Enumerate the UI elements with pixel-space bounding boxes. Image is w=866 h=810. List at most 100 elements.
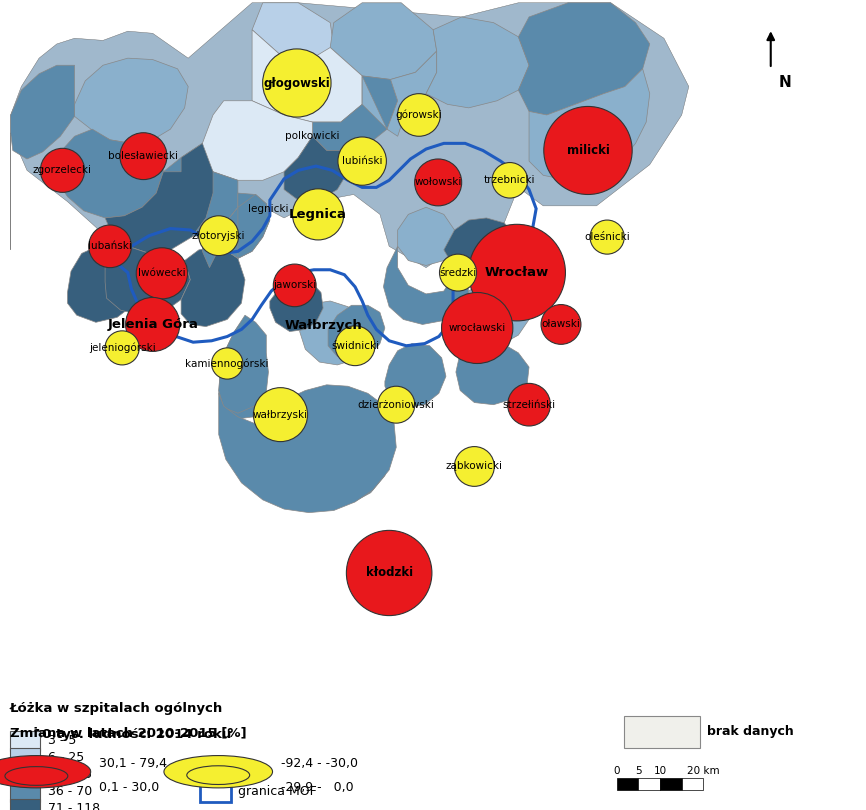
Text: N: N: [779, 75, 792, 90]
Polygon shape: [426, 17, 529, 108]
Ellipse shape: [262, 49, 331, 117]
Text: trzebnicki: trzebnicki: [484, 175, 535, 185]
Text: granica MOF: granica MOF: [238, 786, 317, 799]
Polygon shape: [219, 318, 268, 419]
Ellipse shape: [335, 326, 375, 365]
Bar: [682, 778, 703, 790]
Bar: [617, 778, 638, 790]
Ellipse shape: [0, 756, 91, 788]
Polygon shape: [458, 277, 529, 346]
Text: -92,4 - -30,0: -92,4 - -30,0: [281, 757, 358, 770]
Text: 6 - 25: 6 - 25: [48, 752, 84, 765]
Polygon shape: [219, 385, 397, 513]
Text: 0: 0: [613, 766, 620, 776]
Ellipse shape: [338, 137, 386, 185]
Ellipse shape: [415, 159, 462, 206]
Bar: [624, 716, 700, 748]
Ellipse shape: [397, 94, 440, 136]
Ellipse shape: [378, 386, 415, 423]
Polygon shape: [68, 234, 149, 322]
Ellipse shape: [105, 330, 139, 365]
Ellipse shape: [507, 383, 551, 426]
Text: 0,1 - 30,0: 0,1 - 30,0: [99, 781, 159, 794]
Ellipse shape: [126, 297, 180, 352]
Text: zgorzelecki: zgorzelecki: [33, 165, 92, 175]
Text: górowski: górowski: [396, 109, 443, 120]
Polygon shape: [155, 143, 238, 237]
Text: Wrocław: Wrocław: [485, 266, 549, 279]
Polygon shape: [252, 2, 333, 58]
Text: milicki: milicki: [566, 144, 610, 157]
Text: 71 - 118: 71 - 118: [48, 803, 100, 810]
Ellipse shape: [346, 531, 432, 616]
Bar: [10, 765, 41, 785]
Text: głogowski: głogowski: [263, 76, 330, 89]
Polygon shape: [203, 193, 270, 267]
Ellipse shape: [164, 756, 273, 788]
Ellipse shape: [211, 347, 243, 379]
Text: Zmiana w latach 2010-2015 [%]: Zmiana w latach 2010-2015 [%]: [10, 727, 247, 740]
Bar: [10, 748, 41, 768]
Polygon shape: [74, 58, 188, 143]
Polygon shape: [284, 136, 348, 200]
Text: 26 - 35: 26 - 35: [48, 769, 92, 782]
Text: lubiński: lubiński: [342, 156, 383, 166]
Ellipse shape: [41, 148, 85, 192]
Ellipse shape: [274, 264, 316, 307]
Polygon shape: [238, 194, 270, 258]
Ellipse shape: [541, 305, 581, 344]
Polygon shape: [313, 76, 397, 151]
Polygon shape: [456, 339, 529, 405]
Text: 10: 10: [653, 766, 667, 776]
Polygon shape: [219, 315, 268, 413]
Ellipse shape: [439, 254, 476, 291]
Text: lwówecki: lwówecki: [138, 268, 185, 279]
Bar: [10, 782, 41, 802]
Text: Łóżka w szpitalach ogólnych: Łóżka w szpitalach ogólnych: [10, 702, 223, 715]
Ellipse shape: [469, 224, 565, 321]
Text: 30,1 - 79,4: 30,1 - 79,4: [99, 757, 167, 770]
Text: Wałbrzych: Wałbrzych: [284, 319, 362, 332]
Text: -29,9 -   0,0: -29,9 - 0,0: [281, 781, 353, 794]
Polygon shape: [270, 279, 323, 331]
Polygon shape: [181, 246, 245, 326]
Polygon shape: [519, 2, 650, 115]
Polygon shape: [203, 100, 313, 181]
Polygon shape: [384, 246, 469, 325]
Text: Legnica: Legnica: [289, 208, 347, 221]
Polygon shape: [10, 66, 74, 159]
Text: średzki: średzki: [439, 267, 476, 278]
Bar: [10, 799, 41, 810]
Text: jeleniogórski: jeleniogórski: [89, 343, 156, 353]
Text: brak danych: brak danych: [707, 725, 793, 738]
Ellipse shape: [293, 189, 344, 240]
Polygon shape: [105, 234, 191, 315]
Bar: [638, 778, 660, 790]
Polygon shape: [105, 143, 213, 254]
Polygon shape: [397, 207, 455, 266]
Text: oławski: oławski: [541, 319, 580, 330]
Text: lubański: lubański: [88, 241, 132, 251]
Ellipse shape: [5, 766, 68, 786]
Polygon shape: [385, 343, 446, 407]
Text: 36 - 70: 36 - 70: [48, 786, 92, 799]
Text: dzierżoniowski: dzierżoniowski: [358, 399, 435, 410]
Ellipse shape: [544, 106, 632, 194]
Text: bolesławiecki: bolesławiecki: [108, 151, 178, 161]
Ellipse shape: [199, 215, 239, 256]
Text: jaworski: jaworski: [273, 280, 316, 291]
Text: kłodzki: kłodzki: [365, 566, 413, 579]
Ellipse shape: [590, 220, 624, 254]
Text: wałbrzyski: wałbrzyski: [253, 410, 308, 420]
Polygon shape: [330, 2, 436, 79]
Polygon shape: [267, 398, 391, 505]
Text: kamiennogórski: kamiennogórski: [185, 358, 269, 369]
Ellipse shape: [442, 292, 513, 364]
Ellipse shape: [136, 248, 188, 299]
Text: 20 km: 20 km: [687, 766, 720, 776]
Text: oleśnicki: oleśnicki: [585, 232, 630, 242]
Text: 3 - 5: 3 - 5: [48, 735, 76, 748]
Text: 5: 5: [635, 766, 642, 776]
Ellipse shape: [187, 765, 249, 784]
Text: na 10 tys. ludności 2014 roku: na 10 tys. ludności 2014 roku: [10, 728, 231, 741]
